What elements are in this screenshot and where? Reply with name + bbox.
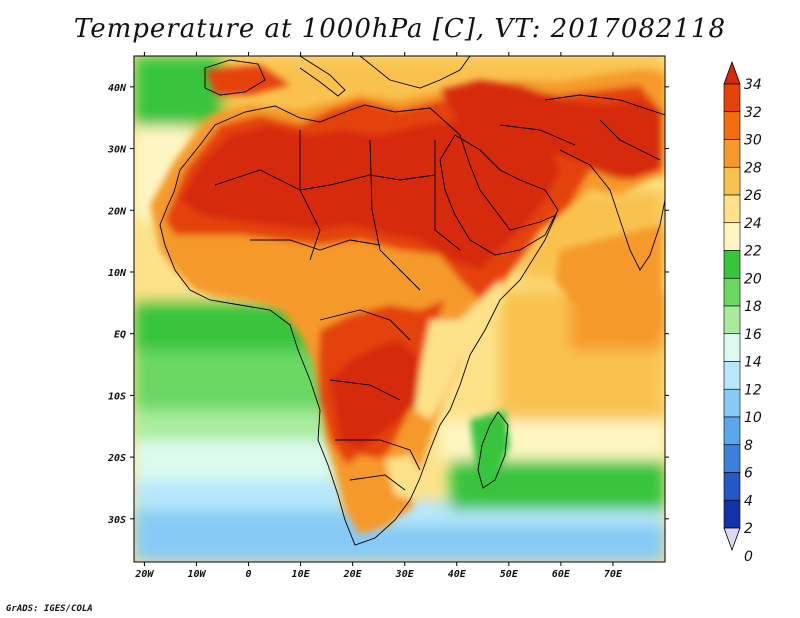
colorbar-box <box>723 305 741 335</box>
lat-tick-label: EQ <box>114 330 126 341</box>
colorbar-box <box>723 139 741 168</box>
temperature-field <box>134 56 665 562</box>
colorbar-label: 14 <box>744 355 762 371</box>
colorbar-label: 8 <box>744 438 753 454</box>
colorbar-label: 16 <box>744 327 762 343</box>
credit-label: GrADS: IGES/COLA <box>6 604 93 614</box>
lon-tick-label: 50E <box>500 569 519 580</box>
lon-tick-label: 40E <box>448 569 467 580</box>
colorbar-bottom-arrow <box>723 527 741 552</box>
chart-title: Temperature at 1000hPa [C], VT: 20170821… <box>73 14 727 44</box>
lat-tick-label: 30N <box>107 145 127 156</box>
coastlines <box>159 56 665 546</box>
colorbar-top-arrow <box>723 60 741 85</box>
colorbar-box <box>723 194 741 224</box>
lon-tick-label: 20E <box>343 569 363 580</box>
colorbar-label: 20 <box>744 271 762 287</box>
axis-ticks: 20W 10W 0 10E 20E 30E 40E 50E 60E 70E 40N 30N 20N 10N… <box>107 52 669 580</box>
colorbar-label: 28 <box>744 160 762 176</box>
plot-frame <box>133 55 666 563</box>
lat-tick-label: 40N <box>108 83 127 94</box>
lat-tick-label: 30S <box>107 515 126 526</box>
colorbar-label: 18 <box>744 299 762 315</box>
colorbar-box <box>723 499 741 529</box>
colorbar-label: 22 <box>744 244 762 260</box>
lon-tick-label: 70E <box>604 569 623 580</box>
colorbar-box <box>723 166 741 196</box>
colorbar-label: 6 <box>744 466 753 482</box>
colorbar-label: 26 <box>744 188 762 204</box>
lon-tick-label: 30E <box>395 569 415 580</box>
colorbar-box <box>723 250 741 279</box>
colorbar-box <box>723 83 741 113</box>
lon-tick-label: 10W <box>187 569 206 580</box>
colorbar-label: 32 <box>744 105 762 121</box>
colorbar-box <box>723 111 741 140</box>
lon-tick-label: 20W <box>134 569 154 580</box>
colorbar-label: 12 <box>744 382 762 398</box>
colorbar-box <box>723 333 741 362</box>
lon-tick-label: 0 <box>246 569 252 580</box>
colorbar-label: 4 <box>744 493 753 509</box>
colorbar-box <box>723 416 741 446</box>
colorbar-box <box>723 444 741 473</box>
colorbar-box <box>723 222 741 251</box>
colorbar-box <box>723 277 741 307</box>
colorbar-label: 30 <box>744 133 762 149</box>
lat-tick-label: 10S <box>108 391 126 402</box>
colorbar-box <box>723 361 741 390</box>
colorbar-label: 10 <box>744 410 762 426</box>
colorbar-box <box>723 472 741 501</box>
lat-tick-label: 20N <box>107 206 127 217</box>
colorbar-label: 24 <box>744 216 762 232</box>
colorbar-label: 0 <box>744 549 753 565</box>
colorbar-label: 34 <box>744 77 762 93</box>
lat-tick-label: 20S <box>107 453 126 464</box>
lon-tick-label: 10E <box>292 569 311 580</box>
lat-tick-label: 10N <box>108 268 127 279</box>
lon-tick-label: 60E <box>552 569 571 580</box>
colorbar-label: 2 <box>744 521 753 537</box>
colorbar-box <box>723 388 741 418</box>
